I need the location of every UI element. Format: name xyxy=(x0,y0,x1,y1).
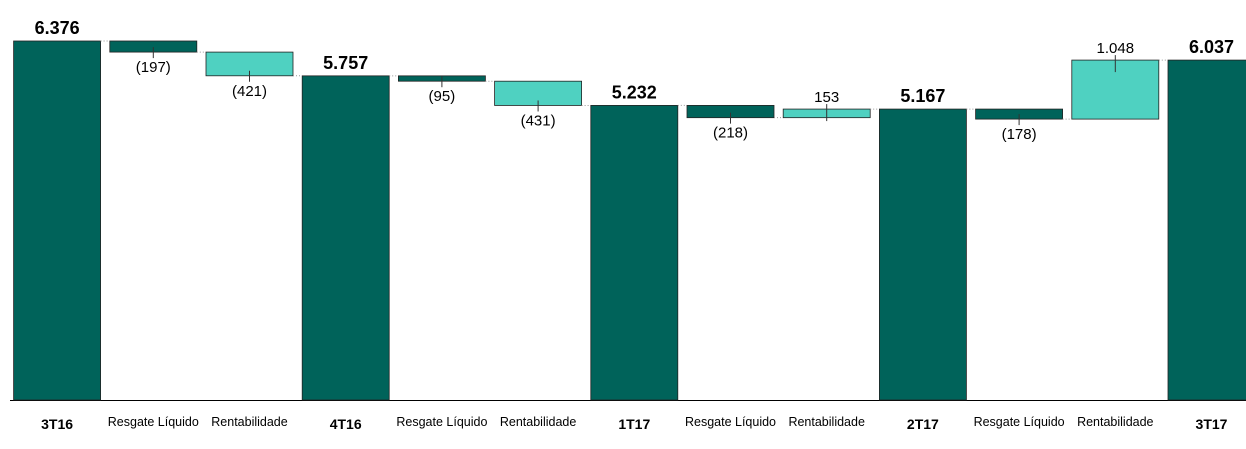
x-tick-label: Resgate Líquido xyxy=(107,415,199,429)
value-label: 6.376 xyxy=(35,18,80,38)
bar xyxy=(590,105,679,401)
bar xyxy=(301,75,390,401)
value-label: (197) xyxy=(136,59,171,76)
x-tick-label: 2T17 xyxy=(906,416,939,432)
x-tick-label: 3T16 xyxy=(41,416,74,432)
x-tick-label: Resgate Líquido xyxy=(396,415,488,429)
x-tick-label: Resgate Líquido xyxy=(684,415,777,429)
value-label: (218) xyxy=(713,125,748,142)
bar xyxy=(13,40,102,401)
bar xyxy=(1167,59,1246,401)
value-label: 5.167 xyxy=(900,86,945,106)
value-label: 5.232 xyxy=(612,82,657,102)
x-tick-label: Rentabilidade xyxy=(499,415,577,429)
value-label: (95) xyxy=(429,88,456,105)
value-label: (421) xyxy=(232,83,267,100)
value-label: 6.037 xyxy=(1189,37,1234,57)
value-label: 153 xyxy=(814,89,839,106)
x-tick-label: Resgate Líquido xyxy=(973,415,1065,429)
value-label: (178) xyxy=(1002,126,1037,143)
value-label: 1.048 xyxy=(1097,40,1135,57)
x-tick-label: Rentabilidade xyxy=(211,415,288,429)
value-label: 5.757 xyxy=(323,53,368,73)
x-tick-label: 4T16 xyxy=(329,416,362,432)
x-tick-label: Rentabilidade xyxy=(788,415,865,429)
bar xyxy=(879,108,967,401)
x-tick-label: 3T17 xyxy=(1195,416,1228,432)
value-label: (431) xyxy=(521,112,556,129)
x-tick-label: Rentabilidade xyxy=(1077,415,1154,429)
x-tick-label: 1T17 xyxy=(618,416,651,432)
